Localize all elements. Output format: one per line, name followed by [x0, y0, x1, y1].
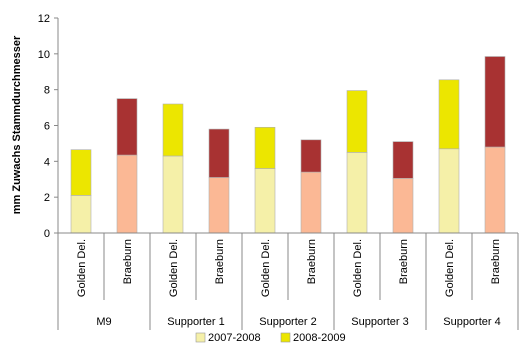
x-group-label: Supporter 3: [351, 316, 408, 328]
x-tick-label: Golden Del.: [76, 239, 88, 297]
x-tick-label: Golden Del.: [444, 239, 456, 297]
bar-segment-2007-2008: [254, 168, 276, 234]
bar-segment-2007-2008: [116, 154, 138, 234]
bars: [70, 56, 506, 234]
x-tick-label: Braeburn: [490, 239, 502, 284]
x-tick-label: Braeburn: [306, 239, 318, 284]
bar-segment-2008-2009: [162, 103, 184, 157]
y-tick-label: 4: [44, 156, 50, 168]
x-tick-label: Braeburn: [398, 239, 410, 284]
bar-segment-2007-2008: [484, 146, 506, 234]
bar-segment-2008-2009: [346, 90, 368, 153]
bar-segment-2008-2009: [208, 128, 230, 178]
legend-swatch: [195, 332, 206, 343]
x-axis: Golden Del. Braeburn Golden Del. Braeburn Go…: [57, 232, 519, 330]
legend-swatch: [280, 332, 291, 343]
bar-segment-2007-2008: [162, 155, 184, 234]
y-tick-label: 8: [44, 85, 50, 97]
y-axis-label: mm Zuwachs Stammdurchmesser: [11, 35, 23, 214]
bar-segment-2008-2009: [70, 149, 92, 196]
bar-segment-2008-2009: [254, 126, 276, 169]
bar-segment-2008-2009: [392, 141, 414, 179]
bar-segment-2008-2009: [484, 56, 506, 148]
bar-segment-2008-2009: [300, 139, 322, 173]
bar-segment-2007-2008: [346, 152, 368, 234]
x-tick-label: Golden Del.: [168, 239, 180, 297]
y-axis: 0 2 4 6 8 10 12: [38, 13, 59, 240]
bar-segment-2008-2009: [116, 98, 138, 156]
y-tick-label: 6: [44, 121, 50, 133]
x-group-label: Supporter 1: [167, 316, 224, 328]
x-tick-label: Braeburn: [214, 239, 226, 284]
y-tick-label: 0: [44, 228, 50, 240]
bar-segment-2007-2008: [438, 148, 460, 234]
x-group-label: Supporter 4: [443, 316, 500, 328]
y-tick-label: 10: [38, 49, 50, 61]
x-group-label: Supporter 2: [259, 316, 316, 328]
x-tick-label: Golden Del.: [352, 239, 364, 297]
y-tick-label: 12: [38, 13, 50, 25]
legend-label: 2008-2009: [293, 332, 346, 344]
bar-segment-2008-2009: [438, 79, 460, 150]
bar-segment-2007-2008: [300, 171, 322, 234]
x-tick-label: Braeburn: [122, 239, 134, 284]
x-tick-label: Golden Del.: [260, 239, 272, 297]
bar-segment-2007-2008: [70, 195, 92, 234]
bar-segment-2007-2008: [392, 178, 414, 234]
x-group-label: M9: [96, 316, 111, 328]
y-tick-label: 2: [44, 192, 50, 204]
legend: 2007-2008 2008-2009: [195, 332, 346, 344]
legend-label: 2007-2008: [208, 332, 261, 344]
bar-segment-2007-2008: [208, 177, 230, 234]
